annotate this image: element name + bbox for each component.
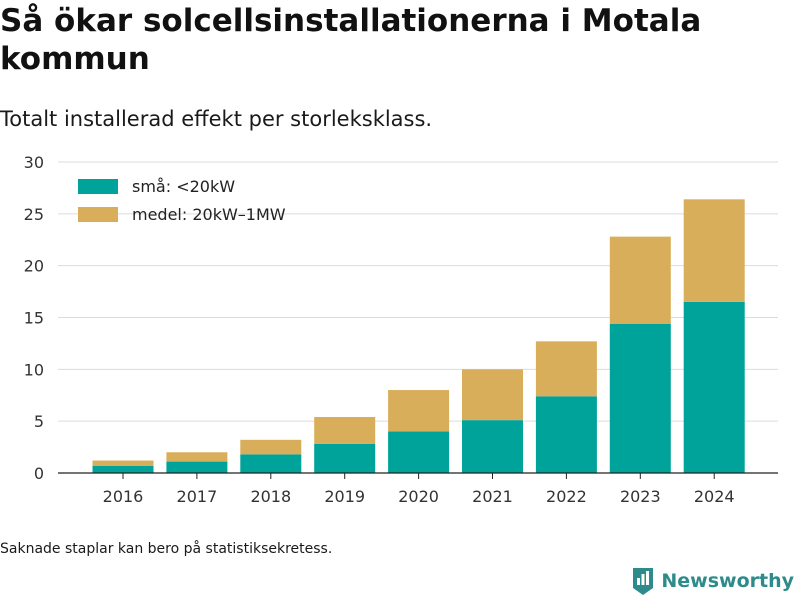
brand-logo: Newsworthy bbox=[631, 564, 794, 598]
y-tick-label: 10 bbox=[24, 360, 44, 379]
x-tick-label: 2017 bbox=[177, 487, 218, 506]
stacked-bar-chart: 0 5 10 15 20 25 30 2016 2017 2018 2019 2020 2021 202… bbox=[0, 140, 800, 520]
bar-chart-badge-icon bbox=[631, 566, 655, 596]
x-axis: 2016 2017 2018 2019 2020 2021 2022 2023 2024 bbox=[58, 473, 778, 506]
y-axis: 0 5 10 15 20 25 30 bbox=[24, 153, 44, 483]
bar-segment bbox=[166, 452, 227, 461]
y-tick-label: 25 bbox=[24, 205, 44, 224]
bar-segment bbox=[93, 466, 154, 473]
bar-segment bbox=[240, 440, 301, 455]
y-tick-label: 0 bbox=[34, 464, 44, 483]
bar-segment bbox=[462, 369, 523, 420]
x-tick-label: 2018 bbox=[250, 487, 291, 506]
x-tick-label: 2020 bbox=[398, 487, 439, 506]
bar-segment bbox=[684, 199, 745, 302]
bar-segment bbox=[93, 461, 154, 466]
brand-name: Newsworthy bbox=[661, 570, 794, 592]
chart-title: Så ökar solcellsinstallationerna i Motal… bbox=[0, 2, 790, 78]
chart-subtitle: Totalt installerad effekt per storlekskl… bbox=[0, 107, 432, 131]
footnote: Saknade staplar kan bero på statistiksek… bbox=[0, 541, 332, 557]
bar-segment bbox=[610, 324, 671, 473]
legend: små: <20kW medel: 20kW–1MW bbox=[78, 177, 286, 224]
x-tick-label: 2019 bbox=[324, 487, 365, 506]
bar-segment bbox=[462, 420, 523, 473]
y-tick-label: 5 bbox=[34, 412, 44, 431]
bar-segment bbox=[536, 341, 597, 396]
bar-segment bbox=[240, 454, 301, 473]
y-tick-label: 30 bbox=[24, 153, 44, 172]
bar-segment bbox=[684, 302, 745, 473]
bar-segment bbox=[314, 444, 375, 473]
bar-segment bbox=[610, 237, 671, 324]
x-tick-label: 2021 bbox=[472, 487, 513, 506]
legend-label: medel: 20kW–1MW bbox=[132, 205, 286, 224]
bar-segment bbox=[314, 417, 375, 444]
x-tick-label: 2023 bbox=[620, 487, 661, 506]
legend-label: små: <20kW bbox=[132, 177, 235, 196]
y-tick-label: 15 bbox=[24, 309, 44, 328]
x-tick-label: 2016 bbox=[103, 487, 144, 506]
y-tick-label: 20 bbox=[24, 257, 44, 276]
legend-swatch bbox=[78, 207, 118, 222]
bars bbox=[93, 199, 745, 473]
x-tick-label: 2024 bbox=[694, 487, 735, 506]
bar-segment bbox=[536, 396, 597, 473]
legend-swatch bbox=[78, 179, 118, 194]
bar-segment bbox=[166, 462, 227, 473]
x-tick-label: 2022 bbox=[546, 487, 587, 506]
bar-segment bbox=[388, 390, 449, 431]
bar-segment bbox=[388, 432, 449, 473]
